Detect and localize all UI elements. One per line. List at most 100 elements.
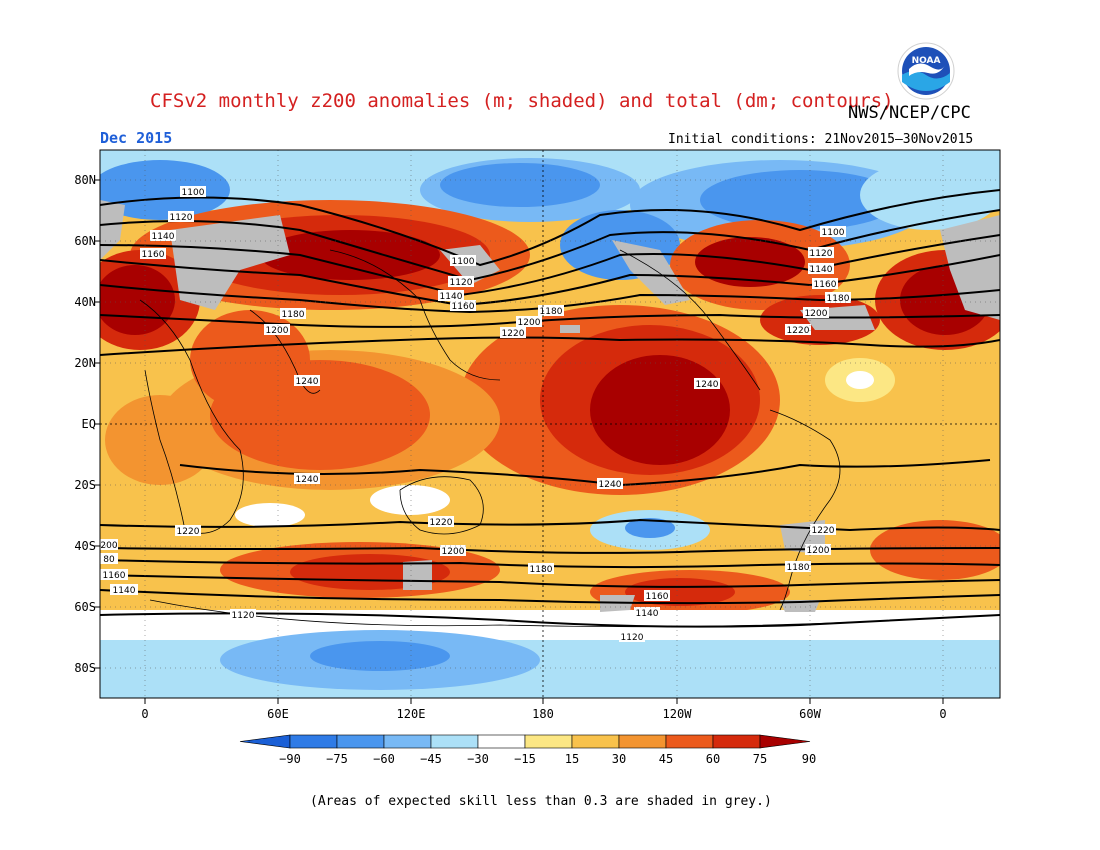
contour-label-1200d: 1200 [440, 545, 466, 557]
lon-label-180: 180 [532, 707, 554, 721]
contour-label-1180e: 1180 [785, 561, 811, 573]
colorbar-label: 15 [564, 752, 580, 766]
colorbar-swatch [477, 734, 526, 749]
svg-text:1140: 1140 [810, 265, 833, 275]
colorbar-swatch [571, 734, 620, 749]
colorbar-label: −90 [279, 752, 301, 766]
svg-text:1180: 1180 [540, 307, 563, 317]
lon-label-60e: 60E [267, 707, 289, 721]
contour-label-1220c: 1220 [785, 324, 811, 336]
contour-label-1180c: 1180 [825, 292, 851, 304]
colorbar-label: 45 [658, 752, 674, 766]
noaa-logo-icon: NOAA [897, 42, 955, 100]
contour-label-1140: 1140 [150, 230, 176, 242]
lon-label-60w: 60W [799, 707, 821, 721]
lon-label-0-east: 0 [939, 707, 947, 721]
minor-graticule [100, 150, 1000, 698]
svg-text:1180: 1180 [282, 310, 305, 320]
contour-label-1180d: 1180 [528, 563, 554, 575]
graticule [100, 150, 1000, 698]
svg-text:1100: 1100 [452, 257, 475, 267]
contour-label-1200-edge: 200 [100, 539, 118, 551]
contour-label-1220f: 1220 [810, 524, 836, 536]
svg-text:1140: 1140 [152, 232, 175, 242]
colorbar-swatch [665, 734, 714, 749]
svg-text:1220: 1220 [812, 526, 835, 536]
svg-text:1220: 1220 [430, 518, 453, 528]
colorbar-label: −45 [420, 752, 442, 766]
colorbar-swatch [618, 734, 667, 749]
contour-label-1240c: 1240 [294, 473, 320, 485]
contour-label-1200c: 1200 [803, 307, 829, 319]
colorbar-swatch [524, 734, 573, 749]
svg-text:1220: 1220 [502, 329, 525, 339]
contour-label-1140d: 1140 [634, 607, 660, 619]
contour-label-1120: 1120 [168, 211, 194, 223]
contour-label-1160: 1160 [140, 248, 166, 260]
contour-label-1160d: 1160 [644, 590, 670, 602]
svg-text:1200: 1200 [266, 326, 289, 336]
colorbar [239, 734, 811, 749]
axis-ticks [94, 179, 944, 704]
colorbar-label: 60 [705, 752, 721, 766]
svg-text:1160: 1160 [646, 592, 669, 602]
svg-text:1200: 1200 [518, 318, 541, 328]
map-title: CFSv2 monthly z200 anomalies (m; shaded)… [150, 90, 894, 112]
initial-conditions: Initial conditions: 21Nov2015–30Nov2015 [668, 132, 974, 147]
svg-text:1140: 1140 [440, 292, 463, 302]
contour-label-1200: 1200 [264, 324, 290, 336]
svg-text:1140: 1140 [113, 586, 136, 596]
svg-text:200: 200 [100, 541, 117, 551]
svg-text:1160: 1160 [142, 250, 165, 260]
contour-label-1220d: 1220 [175, 525, 201, 537]
contour-label-1220e: 1220 [428, 516, 454, 528]
svg-text:1220: 1220 [177, 527, 200, 537]
lat-label-20s: 20S [74, 478, 96, 492]
svg-text:1140: 1140 [636, 609, 659, 619]
lat-label-40n: 40N [74, 295, 96, 309]
svg-text:1120: 1120 [450, 278, 473, 288]
svg-text:1180: 1180 [530, 565, 553, 575]
svg-text:1240: 1240 [696, 380, 719, 390]
colorbar-swatch [383, 734, 432, 749]
contour-label-1240b: 1240 [694, 378, 720, 390]
svg-text:1160: 1160 [103, 571, 126, 581]
contour-label-1160c: 1160 [812, 278, 838, 290]
lat-label-eq: EQ [81, 417, 96, 431]
contour-label-1120d: 1120 [230, 609, 256, 621]
colorbar-swatch [289, 734, 338, 749]
svg-text:1240: 1240 [296, 475, 319, 485]
lat-label-80s: 80S [74, 661, 96, 675]
colorbar-arrow-low [239, 734, 291, 749]
svg-text:80: 80 [103, 555, 115, 565]
lat-label-60s: 60S [74, 600, 96, 614]
contour-label-1140-edge: 1140 [110, 584, 138, 596]
svg-text:1200: 1200 [805, 309, 828, 319]
svg-text:1220: 1220 [787, 326, 810, 336]
colorbar-swatch [430, 734, 479, 749]
colorbar-label: 90 [801, 752, 817, 766]
contour-label-1180b: 1180 [538, 305, 564, 317]
contour-label-1120b: 1120 [448, 276, 474, 288]
agency-label: NWS/NCEP/CPC [848, 103, 971, 123]
colorbar-label: 75 [752, 752, 768, 766]
svg-text:1100: 1100 [822, 228, 845, 238]
contour-label-1240d: 1240 [597, 478, 623, 490]
colorbar-label: −75 [326, 752, 348, 766]
colorbar-label: −60 [373, 752, 395, 766]
contour-label-1100: 1100 [180, 186, 206, 198]
colorbar-label: −15 [514, 752, 536, 766]
contour-label-1220: 1220 [500, 327, 526, 339]
contour-label-1120e: 1120 [619, 631, 645, 643]
contour-label-1120c: 1120 [808, 247, 834, 259]
lat-label-40s: 40S [74, 539, 96, 553]
svg-text:1160: 1160 [814, 280, 837, 290]
lon-label-120w: 120W [662, 707, 692, 721]
contour-label-1180: 1180 [280, 308, 306, 320]
contour-label-1160-edge: 1160 [100, 569, 128, 581]
contour-label-1200e: 1200 [805, 544, 831, 556]
svg-text:1160: 1160 [452, 302, 475, 312]
svg-text:1180: 1180 [827, 294, 850, 304]
svg-text:1200: 1200 [442, 547, 465, 557]
contour-label-1140b: 1140 [438, 290, 464, 302]
